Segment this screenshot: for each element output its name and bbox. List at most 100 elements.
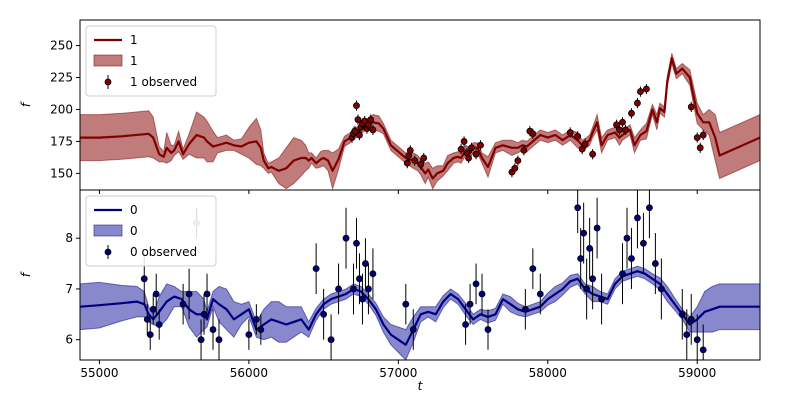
top-panel: 150 175 200 225 250 f 1 1 1 observed xyxy=(19,19,761,194)
top-observed-marker xyxy=(628,109,635,117)
bottom-observed-marker xyxy=(143,316,151,323)
bottom-observed-point xyxy=(353,217,360,269)
bottom-observed-point xyxy=(369,248,377,300)
bottom-observed-marker xyxy=(529,265,537,273)
bottom-axes-frame xyxy=(79,189,761,361)
bottom-observed-point xyxy=(623,207,631,269)
top-observed-point xyxy=(420,152,428,164)
top-observed-marker xyxy=(637,88,644,95)
top-observed-point xyxy=(411,155,419,166)
bottom-observed-point xyxy=(598,273,605,325)
bottom-x-tick-label: 58000 xyxy=(529,366,567,380)
top-observed-marker xyxy=(696,144,704,152)
bottom-observed-marker xyxy=(472,280,480,288)
bottom-observed-point xyxy=(478,273,486,315)
top-observed-point xyxy=(356,129,363,141)
bottom-x-tick-label: 56000 xyxy=(230,366,268,380)
top-y-tick-label: 225 xyxy=(50,71,73,85)
top-observed-point xyxy=(687,101,695,113)
top-legend-entry: 1 xyxy=(93,54,138,68)
bottom-legend-band-swatch xyxy=(93,224,123,237)
bottom-observed-marker xyxy=(657,285,665,293)
bottom-y-tick-label: 6 xyxy=(65,333,73,347)
top-observed-marker xyxy=(406,146,414,154)
bottom-observed-marker xyxy=(359,295,366,303)
top-observed-point xyxy=(465,152,472,164)
bottom-observed-point xyxy=(651,233,659,295)
bottom-observed-point xyxy=(252,304,260,335)
top-observed-point xyxy=(477,140,484,151)
bottom-observed-point xyxy=(646,190,653,239)
top-observed-point xyxy=(511,163,519,174)
bottom-legend-box xyxy=(85,195,217,267)
bottom-observed-point xyxy=(257,314,265,345)
bottom-observed-marker xyxy=(619,270,626,278)
top-legend-box xyxy=(85,25,217,97)
top-legend-label: 1 observed xyxy=(130,75,197,89)
bottom-observed-marker xyxy=(152,290,160,298)
bottom-observed-marker xyxy=(185,290,193,298)
bottom-observed-point xyxy=(683,309,691,360)
top-observed-point xyxy=(566,127,574,138)
top-observed-point xyxy=(417,159,425,170)
bottom-observed-marker xyxy=(312,265,320,273)
top-observed-point xyxy=(589,149,597,160)
bottom-observed-marker xyxy=(586,244,594,252)
top-observed-marker xyxy=(460,138,468,145)
top-legend-entry: 1 xyxy=(94,33,138,47)
top-observed-point xyxy=(628,108,635,119)
bottom-observed-point xyxy=(152,273,160,315)
top-observed-point xyxy=(637,86,644,97)
bottom-observed-marker xyxy=(155,321,163,328)
bottom-observed-marker xyxy=(365,285,372,293)
top-observed-marker xyxy=(420,154,428,162)
bottom-observed-point xyxy=(466,283,474,325)
bottom-x-ticks: 55000 56000 57000 58000 59000 xyxy=(80,360,716,380)
top-observed-point xyxy=(696,142,704,153)
bottom-observed-point xyxy=(657,258,665,320)
bottom-observed-point xyxy=(462,304,469,345)
top-observed-marker xyxy=(616,126,623,134)
bottom-observed-point xyxy=(521,288,529,330)
bottom-y-tick-label: 8 xyxy=(65,231,73,245)
bottom-observed-point xyxy=(402,283,410,325)
top-observed-point xyxy=(699,129,707,141)
top-observed-marker xyxy=(468,144,475,152)
bottom-observed-marker xyxy=(350,285,357,293)
bottom-observed-point xyxy=(197,319,205,360)
top-observed-marker xyxy=(457,145,465,153)
top-observed-marker xyxy=(589,150,597,158)
top-observed-point xyxy=(622,124,629,136)
top-legend-label: 1 xyxy=(130,33,138,47)
top-observed-marker xyxy=(417,161,425,168)
bottom-observed-point xyxy=(628,228,635,289)
top-observed-marker xyxy=(520,146,528,154)
top-y-tick-label: 150 xyxy=(50,166,73,180)
bottom-observed-marker xyxy=(536,290,544,298)
bottom-observed-point xyxy=(586,217,594,279)
bottom-observed-point xyxy=(409,309,417,350)
top-legend-marker-swatch xyxy=(104,78,112,86)
bottom-observed-point xyxy=(678,288,686,340)
top-observed-point xyxy=(581,138,589,150)
top-legend-label: 1 xyxy=(130,54,138,68)
bottom-observed-marker xyxy=(362,260,369,267)
top-observed-point xyxy=(619,117,626,128)
bottom-observed-marker xyxy=(215,336,223,344)
bottom-observed-point xyxy=(342,207,350,269)
bottom-y-axis-label: f xyxy=(19,271,33,277)
top-plot-area xyxy=(80,53,760,190)
top-observed-marker xyxy=(472,150,480,158)
bottom-observed-marker xyxy=(687,316,695,323)
bottom-observed-marker xyxy=(646,204,653,212)
top-observed-point xyxy=(457,143,465,155)
bottom-observed-marker xyxy=(598,295,605,303)
bottom-observed-point xyxy=(640,212,647,274)
top-observed-marker xyxy=(693,134,701,141)
bottom-observed-marker xyxy=(699,346,707,354)
bottom-observed-marker xyxy=(327,336,335,344)
top-observed-point xyxy=(634,97,641,109)
bottom-observed-point xyxy=(203,273,211,315)
bottom-observed-point xyxy=(699,324,707,360)
